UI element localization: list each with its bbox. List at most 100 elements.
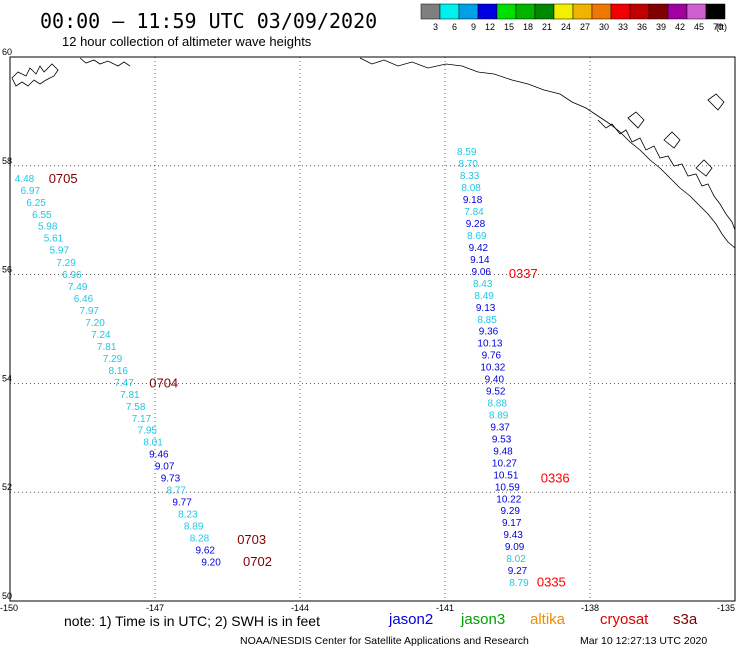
swh-value: 8.70 [458, 159, 478, 170]
legend-swatch [477, 3, 498, 20]
swh-value: 8.23 [178, 510, 198, 521]
island-group-1 [627, 111, 645, 129]
swh-value: 9.09 [505, 542, 525, 553]
island-group-4 [707, 93, 725, 111]
swh-value: 8.59 [457, 147, 477, 158]
kodiak-coast [11, 63, 59, 87]
swh-value: 9.07 [155, 462, 175, 473]
swh-value: 7.29 [56, 258, 76, 269]
swh-value: 9.27 [508, 566, 528, 577]
swh-value: 7.20 [85, 318, 105, 329]
latitude-tick-labels: 50 52 54 56 58 60 [2, 47, 12, 601]
swh-label-layer: 4.486.976.256.555.985.615.977.296.967.49… [15, 147, 529, 589]
satellite-label-s3a: s3a [673, 611, 698, 628]
legend-bin-label: 36 [637, 22, 647, 32]
lat-tick-label: 54 [2, 373, 12, 383]
swh-value: 9.43 [503, 530, 523, 541]
legend-swatch [610, 3, 631, 20]
legend-bin-label: 42 [675, 22, 685, 32]
lon-tick-label: -138 [581, 603, 599, 613]
southeast-alaska-islands [597, 119, 736, 231]
kenai-coast [79, 57, 131, 67]
legend-swatch [420, 3, 441, 20]
swh-value: 9.13 [476, 303, 496, 314]
swh-value: 8.88 [487, 399, 507, 410]
pass-time-label: 0335 [537, 575, 566, 590]
pass-time-label: 0336 [541, 471, 570, 486]
swh-value: 8.43 [473, 279, 493, 290]
legend-swatch [648, 3, 669, 20]
swh-value: 8.89 [489, 410, 509, 421]
legend-swatch [686, 3, 707, 20]
legend-bin-label: 70 [713, 22, 723, 32]
swh-value: 7.47 [114, 378, 134, 389]
swh-value: 4.48 [15, 174, 35, 185]
swh-value: 9.29 [501, 506, 521, 517]
swh-value: 9.48 [493, 446, 513, 457]
swh-value: 8.85 [477, 315, 497, 326]
legend-bin-label: 6 [452, 22, 457, 32]
swh-value: 8.49 [474, 291, 494, 302]
satellite-label-altika: altika [530, 611, 566, 628]
swh-value: 7.97 [80, 306, 100, 317]
lat-tick-label: 50 [2, 591, 12, 601]
swh-value: 6.25 [26, 198, 46, 209]
swh-value: 9.73 [161, 474, 181, 485]
island-group-3 [695, 159, 713, 177]
swh-value: 9.14 [470, 255, 490, 266]
page-subtitle: 12 hour collection of altimeter wave hei… [62, 34, 312, 49]
swh-value: 9.42 [469, 243, 489, 254]
pass-time-label: 0337 [509, 266, 538, 281]
lon-tick-label: -150 [0, 603, 18, 613]
legend-bin-label: 33 [618, 22, 628, 32]
legend-swatch [496, 3, 517, 20]
swh-value: 9.46 [149, 450, 169, 461]
legend-swatch [572, 3, 593, 20]
swh-value: 8.79 [509, 578, 529, 589]
swh-value: 9.62 [196, 545, 216, 556]
swh-value: 6.97 [21, 186, 41, 197]
swh-value: 8.02 [506, 554, 526, 565]
swh-value: 10.27 [492, 458, 517, 469]
swh-value: 8.69 [467, 231, 487, 242]
swh-value: 9.17 [502, 518, 522, 529]
footer-note: note: 1) Time is in UTC; 2) SWH is in fe… [64, 613, 320, 629]
credit-line: NOAA/NESDIS Center for Satellite Applica… [240, 635, 529, 647]
legend-bin-label: 21 [542, 22, 552, 32]
swh-value: 7.29 [103, 354, 123, 365]
legend-bin-label: 24 [561, 22, 571, 32]
swh-value: 8.77 [167, 486, 187, 497]
lon-tick-label: -135 [717, 603, 735, 613]
pass-time-label: 0703 [237, 532, 266, 547]
legend-swatch [667, 3, 688, 20]
swh-value: 9.53 [492, 434, 512, 445]
satellite-label-jason2: jason2 [388, 611, 433, 628]
wave-height-color-legend: 3 6 9 12 15 18 21 24 27 30 33 36 39 42 45 70(ft) [420, 3, 727, 32]
legend-swatch [439, 3, 460, 20]
swh-value: 7.95 [138, 426, 158, 437]
satellite-legend: jason2 jason3 altika cryosat s3a [388, 611, 698, 628]
map-frame [9, 56, 736, 602]
legend-bin-label: 3 [433, 22, 438, 32]
swh-value: 7.17 [132, 414, 152, 425]
swh-value: 9.76 [482, 351, 502, 362]
lat-tick-label: 60 [2, 47, 12, 57]
swh-value: 9.37 [490, 422, 510, 433]
legend-unit: (ft) [716, 22, 727, 32]
legend-swatch [553, 3, 574, 20]
legend-bin-label: 15 [504, 22, 514, 32]
lat-tick-label: 58 [2, 156, 12, 166]
swh-value: 9.06 [472, 267, 492, 278]
generated-timestamp: Mar 10 12:27:13 UTC 2020 [580, 635, 707, 647]
legend-swatch [705, 3, 726, 20]
swh-value: 6.96 [62, 270, 82, 281]
satellite-label-cryosat: cryosat [600, 611, 649, 628]
legend-bin-label: 45 [694, 22, 704, 32]
pass-time-label: 0704 [149, 375, 178, 390]
lon-tick-label: -144 [291, 603, 309, 613]
swh-value: 10.51 [493, 470, 518, 481]
island-group-2 [663, 131, 681, 149]
lat-tick-label: 56 [2, 265, 12, 275]
swh-value: 9.28 [466, 219, 486, 230]
legend-swatch [591, 3, 612, 20]
